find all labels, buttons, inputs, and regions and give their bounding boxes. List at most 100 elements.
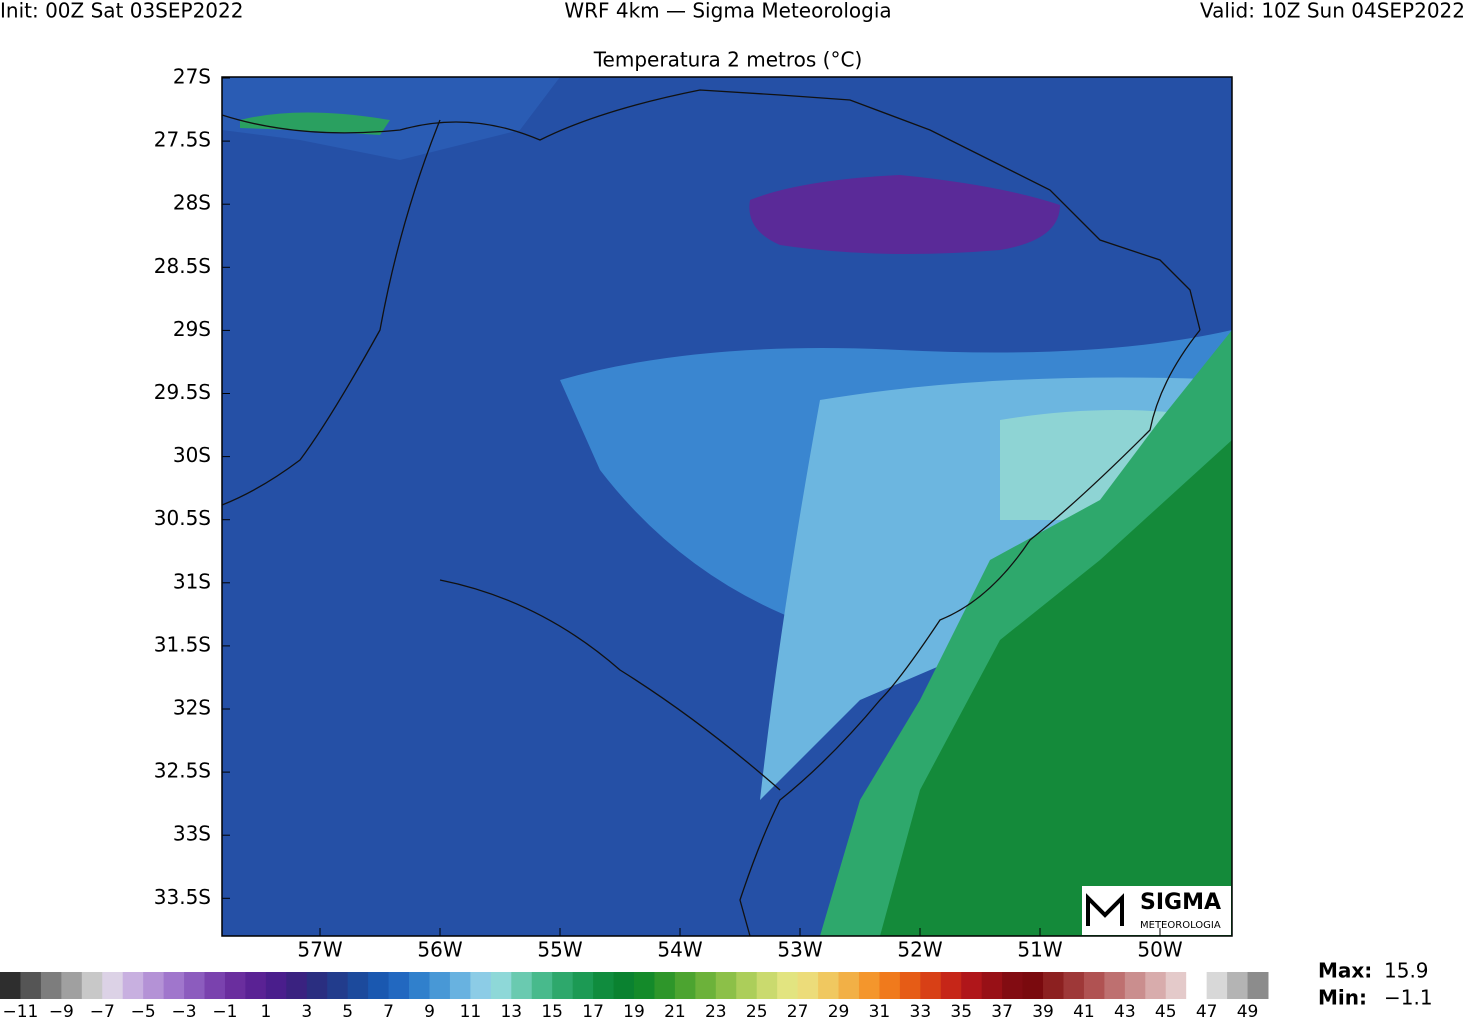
colorbar-label: 5 [342,1002,353,1020]
logo-mark [1086,893,1124,926]
colorbar-box [777,972,799,999]
lon-labels: 57W 56W 55W 54W 53W 52W 51W 50W [297,928,1183,962]
colorbar-label: 39 [1032,1002,1054,1020]
lon-label: 51W [1017,938,1062,962]
lat-label: 28S [173,191,211,215]
colorbar-box [797,972,819,999]
colorbar-box [1002,972,1024,999]
colorbar-label: −1 [212,1002,237,1020]
colorbar-box [286,972,308,999]
lon-label: 50W [1137,938,1182,962]
colorbar-box [531,972,553,999]
colorbar-label: 45 [1155,1002,1177,1020]
colorbar-label: 49 [1237,1002,1259,1020]
colorbar-box [1206,972,1228,999]
colorbar-label: −11 [3,1002,39,1020]
init-time: Init: 00Z Sat 03SEP2022 [0,0,243,23]
lat-label: 27S [173,65,211,89]
field-area [749,175,1060,254]
map: SIGMA METEOROLOGIA [221,76,1233,937]
colorbar-box [40,972,62,999]
colorbar-box [511,972,533,999]
field-area [222,77,560,160]
colorbar-box [838,972,860,999]
colorbar-box [470,972,492,999]
colorbar-label: 29 [828,1002,850,1020]
lon-label: 56W [417,938,462,962]
border-line [439,579,781,791]
colorbar-box [163,972,185,999]
colorbar-box [1083,972,1105,999]
lon-label: 55W [537,938,582,962]
lat-label: 29.5S [154,380,211,404]
lat-label: 28.5S [154,254,211,278]
colorbar-box [1227,972,1249,999]
colorbar-label: 35 [950,1002,972,1020]
lat-label: 30.5S [154,506,211,530]
colorbar: −11 −9 −7 −5 −3 −1 1 3 5 7 9 11 13 15 17 19 21 23 25 27 29 31… [0,972,1269,1022]
colorbar-box [1104,972,1126,999]
lat-labels: 27S 27.5S 28S 28.5S 29S 29.5S 30S 30.5S 31S 31.5S… [154,65,230,909]
colorbar-box [204,972,226,999]
colorbar-box [327,972,349,999]
valid-time: Valid: 10Z Sun 04SEP2022 [1200,0,1465,23]
colorbar-label: 43 [1114,1002,1136,1020]
colorbar-box [429,972,451,999]
colorbar-box [593,972,615,999]
colorbar-box [572,972,594,999]
colorbar-label: 9 [424,1002,435,1020]
colorbar-box [674,972,696,999]
colorbar-box [715,972,737,999]
colorbar-box [1022,972,1044,999]
min-label: Min: [1318,986,1367,1010]
colorbar-box [981,972,1003,999]
lon-label: 54W [657,938,702,962]
colorbar-box [961,972,983,999]
lat-label: 33.5S [154,885,211,909]
lon-label: 53W [777,938,822,962]
colorbar-box [899,972,921,999]
lat-label: 32S [173,696,211,720]
colorbar-label: −9 [49,1002,74,1020]
colorbar-label: 33 [910,1002,932,1020]
colorbar-box [224,972,246,999]
colorbar-box [184,972,206,999]
max-label: Max: [1318,959,1372,983]
colorbar-box [756,972,778,999]
colorbar-box [347,972,369,999]
colorbar-box [61,972,83,999]
colorbar-box [245,972,267,999]
colorbar-box [1043,972,1064,999]
colorbar-label: 31 [869,1002,891,1020]
colorbar-box [490,972,512,999]
lat-label: 31.5S [154,632,211,656]
colorbar-label: 37 [991,1002,1013,1020]
lat-label: 27.5S [154,128,211,152]
colorbar-box [654,972,676,999]
colorbar-box [613,972,635,999]
colorbar-box [736,972,758,999]
colorbar-box [695,972,717,999]
colorbar-box [1063,972,1085,999]
borders [221,89,1201,937]
colorbar-box [1145,972,1167,999]
colorbar-box [409,972,430,999]
colorbar-label: 3 [301,1002,312,1020]
logo-sub: METEOROLOGIA [1140,920,1221,931]
colorbar-box [306,972,328,999]
map-title: Temperatura 2 metros (°C) [593,48,863,72]
colorbar-box [879,972,901,999]
colorbar-box [265,972,287,999]
border-line [221,119,441,506]
colorbar-box [858,972,880,999]
colorbar-box [0,972,21,999]
colorbar-label: 19 [623,1002,645,1020]
colorbar-box [552,972,574,999]
colorbar-box [1186,972,1208,999]
colorbar-box [449,972,471,999]
colorbar-box [1165,972,1187,999]
colorbar-box [81,972,103,999]
colorbar-box [920,972,942,999]
lat-label: 31S [173,569,211,593]
field-area [240,112,390,135]
